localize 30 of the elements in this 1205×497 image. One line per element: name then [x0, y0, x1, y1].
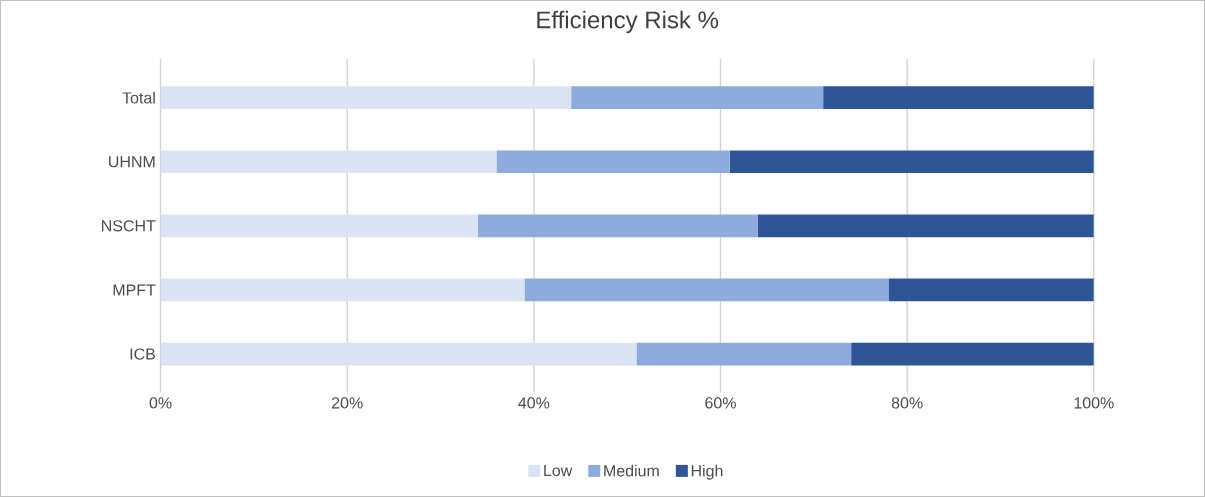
x-tick-label: 100% [1074, 397, 1114, 409]
bar [477, 214, 758, 238]
bar [160, 150, 497, 174]
y-tick-label: Total [122, 91, 155, 104]
x-tick-label: 80% [891, 397, 923, 409]
legend-label: Medium [604, 464, 659, 477]
y-tick-label: MPFT [113, 284, 156, 296]
y-tick-label: ICB [130, 348, 155, 360]
bar [851, 342, 1094, 366]
bar [571, 86, 824, 109]
y-tick-label: UHNM [109, 156, 155, 168]
bar [160, 214, 478, 238]
bar [160, 342, 637, 366]
bar [524, 278, 889, 302]
bar [823, 86, 1094, 109]
bar [160, 278, 525, 302]
bar [636, 342, 852, 366]
bar [496, 150, 730, 174]
bar [888, 278, 1094, 302]
x-tick-label: 40% [518, 397, 550, 409]
y-tick-label: NSCHT [102, 220, 156, 232]
bar [757, 214, 1094, 238]
bar [160, 86, 572, 109]
legend-label: Low [544, 465, 573, 477]
legend-label: High [691, 464, 723, 480]
bar [729, 150, 1094, 174]
chart-title: Efficiency Risk % [537, 10, 719, 34]
x-tick-label: 0% [149, 397, 172, 409]
x-tick-label: 60% [705, 397, 736, 409]
x-tick-label: 20% [331, 397, 363, 409]
